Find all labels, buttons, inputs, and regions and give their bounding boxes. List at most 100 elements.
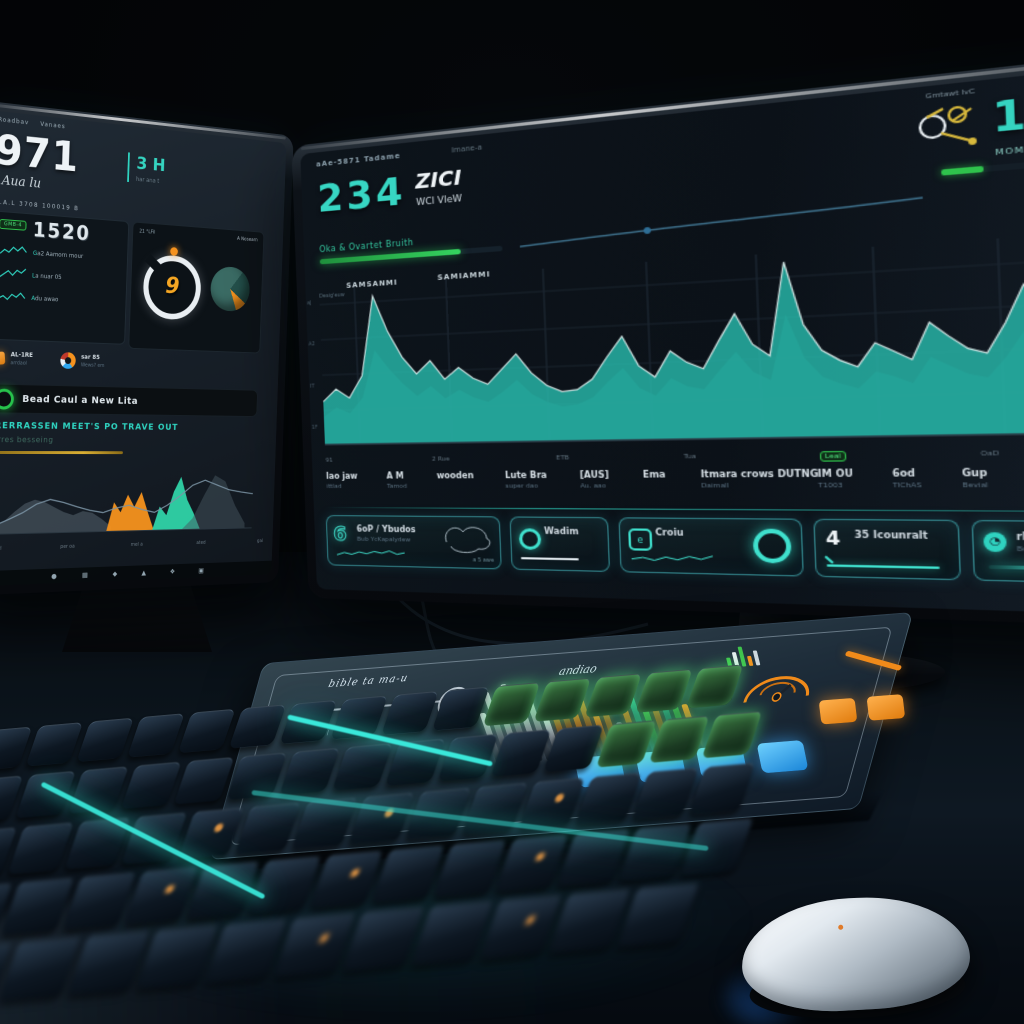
key[interactable] (7, 822, 74, 875)
key[interactable] (618, 823, 692, 882)
key[interactable] (120, 761, 182, 810)
stat-item[interactable]: Itmara crows DUTNG Daimall (700, 469, 818, 490)
key[interactable] (431, 686, 490, 731)
y-axis-tick: 1F (311, 424, 318, 431)
key[interactable] (1, 877, 75, 936)
stat-item[interactable]: Lute Bra super dao (505, 470, 548, 489)
list-item[interactable]: Ga2 Aamorn mour (0, 244, 122, 266)
key[interactable] (371, 845, 445, 903)
key[interactable] (584, 673, 643, 718)
key[interactable] (595, 720, 657, 768)
dashboard-card[interactable]: 4 35 Icounralt (813, 518, 962, 581)
mouse[interactable] (716, 892, 973, 1024)
blue-pad-button[interactable] (756, 740, 809, 774)
key[interactable] (632, 767, 699, 820)
key[interactable] (279, 747, 340, 796)
key[interactable] (381, 690, 439, 736)
main-area-chart (315, 225, 1024, 451)
right-monitor-screen: aAe-5871 Tadame Imane-a Gmtawt IvC PCM /… (300, 60, 1024, 617)
stat-item[interactable]: IM OU T1003 (818, 469, 854, 490)
dashboard-card[interactable]: 6 6oP / Ybudos Bub YcKapalydew a 5 awe (325, 515, 502, 570)
square-icon[interactable]: ▣ (198, 566, 204, 574)
card-title: 35 Icounralt (854, 529, 929, 542)
banner-bar[interactable]: Bead Caul a New Lita (0, 383, 259, 418)
orange-peaks-area (106, 491, 156, 532)
h-gridline (320, 257, 1024, 305)
hero-metric-caption: Aua lu (1, 173, 42, 192)
diamond-icon[interactable]: ◆ (112, 569, 118, 578)
x-axis-tick: OaD (980, 449, 1000, 458)
card-subtitle: Bdvda, db (1016, 544, 1024, 554)
x-axis-tick: ETB (556, 454, 570, 462)
stat-item[interactable]: Ema (643, 470, 667, 490)
key[interactable] (228, 704, 287, 749)
stat-item[interactable]: Gup Bevial (962, 468, 989, 490)
key[interactable] (25, 722, 84, 767)
stat-item[interactable]: A M Tamod (386, 471, 407, 490)
key[interactable] (248, 855, 322, 914)
key[interactable] (518, 777, 585, 830)
list-item[interactable]: La nuar 05 (0, 267, 121, 288)
key[interactable] (495, 834, 569, 892)
card-sparkline (630, 552, 714, 569)
stat-item[interactable]: 6od TIChAS (892, 468, 922, 490)
stat-value: [AUS] (579, 470, 610, 481)
stat-value: wooden (436, 470, 474, 481)
dashboard-card[interactable]: e Croiu (618, 517, 804, 577)
side-stat-value: 3 H (136, 153, 166, 176)
key[interactable] (177, 708, 236, 753)
triangle-icon[interactable]: ▲ (141, 568, 147, 577)
donut-chart-icon (59, 352, 76, 370)
section-title: CRERRASSEN MEET'S PO TRAVE OUT (0, 421, 179, 433)
stat-sub: arrdaol (10, 360, 28, 367)
key[interactable] (575, 772, 642, 825)
key[interactable] (68, 766, 129, 814)
key[interactable] (127, 713, 185, 758)
hero-side-stat: 3 H har ana t (127, 152, 166, 186)
ring-gauge: 9 (142, 246, 202, 321)
card-glow-line (988, 565, 1024, 572)
card-ring (752, 528, 792, 564)
apps-icon[interactable]: ❖ (169, 567, 176, 576)
key[interactable] (177, 807, 245, 860)
key[interactable] (685, 664, 744, 709)
circle-icon[interactable]: ● (51, 571, 57, 580)
ring-icon (518, 528, 542, 550)
key[interactable] (234, 802, 301, 855)
pie-chart (209, 265, 251, 313)
stat-item[interactable]: wooden (436, 471, 474, 490)
grid-icon[interactable]: ▦ (81, 570, 89, 579)
key[interactable] (482, 682, 541, 727)
key[interactable] (62, 872, 136, 930)
key[interactable] (76, 717, 134, 762)
key[interactable] (635, 668, 693, 713)
gauge-header-left: 21 °LFil (139, 228, 156, 236)
teal-divider (325, 507, 1024, 513)
stat-item[interactable]: [AUS] Au. aao (580, 470, 610, 490)
mini-progress-fill (941, 165, 984, 176)
key[interactable] (490, 729, 552, 777)
card-row: 6 6oP / Ybudos Bub YcKapalydew a 5 awe Wadim… (325, 515, 1024, 586)
key[interactable] (543, 724, 604, 773)
header-small-text: aAe-5871 Tadame (315, 151, 401, 169)
stat-label: AL-1RE (10, 351, 34, 359)
key[interactable] (331, 743, 393, 791)
key[interactable] (348, 792, 415, 845)
dashboard-card[interactable]: Wadim (509, 516, 611, 573)
hero-metric-value: 971 (0, 124, 80, 182)
stat-item[interactable]: lao jaw ittlad (326, 472, 358, 490)
metric-caption: Oka & Ovartet Bruith (319, 237, 414, 255)
key[interactable] (309, 850, 383, 909)
key[interactable] (173, 757, 235, 805)
key[interactable] (648, 715, 710, 763)
menu-item[interactable]: Vanaes (40, 120, 66, 131)
key[interactable] (433, 839, 507, 898)
list-item[interactable]: Adu awao (0, 289, 121, 309)
orange-pad-button[interactable] (866, 694, 906, 721)
key[interactable] (533, 677, 592, 722)
molecule-scribble-icon (915, 95, 978, 152)
orange-pad-button[interactable] (818, 697, 858, 725)
key[interactable] (124, 866, 198, 925)
card-title: rh-agp (1016, 531, 1024, 543)
